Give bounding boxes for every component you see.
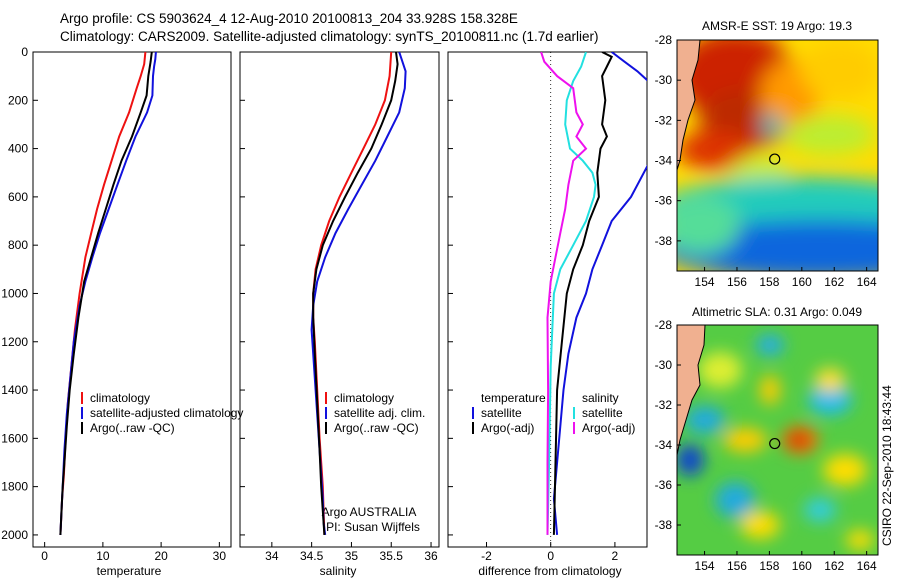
salinity-axis-label: salinity — [320, 564, 357, 578]
argo-position-marker — [769, 437, 781, 450]
legend-label-sal-satellite: satellite — [582, 406, 623, 420]
temperature-x-tick-label: 10 — [96, 549, 110, 563]
difference-legend-salinity: salinity satellite Argo(-adj) — [573, 391, 635, 435]
legend-heading-salinity: salinity — [582, 391, 619, 405]
difference-panel — [447, 51, 648, 548]
difference-series-line — [540, 52, 588, 535]
sla-map-y-tick-label: -30 — [655, 358, 673, 372]
sst-map-y-tick-label: -32 — [655, 113, 673, 127]
temperature-y-tick-label: 800 — [8, 238, 28, 252]
sla-map-y-tick-label: -38 — [655, 518, 673, 532]
sst-map-x-tick-label: 162 — [824, 275, 844, 289]
salinity-series-line — [312, 52, 393, 535]
sla-map-x-tick-label: 160 — [792, 559, 812, 573]
legend-label-climatology: climatology — [334, 391, 394, 405]
argo-annotation-line2: PI: Susan Wijffels — [326, 520, 420, 534]
temperature-y-tick-label: 600 — [8, 190, 28, 204]
difference-x-tick-label: -2 — [481, 549, 492, 563]
difference-series-group — [540, 52, 647, 535]
salinity-x-tick-label: 36 — [424, 549, 438, 563]
sla-map-y-tick-label: -28 — [655, 318, 673, 332]
sla-map-y-tick-label: -32 — [655, 398, 673, 412]
sla-map-x-tick-label: 156 — [727, 559, 747, 573]
salinity-panel — [239, 51, 440, 548]
sst-map-x-tick-label: 158 — [759, 275, 779, 289]
temperature-y-tick-label: 200 — [8, 93, 28, 107]
coastline — [677, 40, 701, 171]
temperature-series-line — [59, 52, 147, 535]
legend-label-sal-argo: Argo(-adj) — [582, 421, 635, 435]
sla-map-x-tick-label: 162 — [824, 559, 844, 573]
salinity-x-tick-label: 35.5 — [380, 549, 404, 563]
sla-map-y-tick-label: -34 — [655, 438, 673, 452]
sla-map-x-tick-label: 158 — [759, 559, 779, 573]
difference-legend-temperature: temperature satellite Argo(-adj) — [472, 391, 546, 435]
legend-label-argo: Argo(..raw -QC) — [334, 421, 419, 435]
temperature-y-tick-label: 1800 — [1, 480, 28, 494]
coastline — [677, 325, 706, 456]
sla-map-title: Altimetric SLA: 0.31 Argo: 0.049 — [692, 305, 862, 319]
temperature-x-tick-label: 0 — [41, 549, 48, 563]
salinity-x-tick-label: 35 — [345, 549, 359, 563]
legend-label-temp-satellite: satellite — [481, 406, 522, 420]
sst-map-y-tick-label: -28 — [655, 33, 673, 47]
legend-label-temp-argo: Argo(-adj) — [481, 421, 534, 435]
salinity-x-tick-label: 34 — [265, 549, 279, 563]
argo-position-marker — [769, 153, 781, 165]
figure-title: Argo profile: CS 5903624_4 12-Aug-2010 2… — [60, 11, 518, 26]
temperature-y-tick-label: 0 — [21, 45, 28, 59]
sst-map-x-tick-label: 164 — [857, 275, 877, 289]
sla-field — [677, 325, 878, 555]
sst-map-title: AMSR-E SST: 19 Argo: 19.3 — [702, 19, 852, 33]
temperature-y-tick-label: 400 — [8, 142, 28, 156]
salinity-legend: climatology satellite adj. clim. Argo(..… — [325, 391, 425, 435]
temperature-legend: climatology satellite-adjusted climatolo… — [81, 391, 243, 435]
legend-label-climatology: climatology — [90, 391, 150, 405]
temperature-series-line — [59, 52, 157, 535]
sst-map-x-tick-label: 156 — [727, 275, 747, 289]
sst-map-y-tick-label: -34 — [655, 154, 673, 168]
temperature-y-tick-label: 2000 — [1, 528, 28, 542]
temperature-panel — [32, 51, 232, 548]
sla-map-x-tick-label: 154 — [695, 559, 715, 573]
temperature-x-tick-label: 20 — [154, 549, 168, 563]
salinity-series-line — [312, 52, 399, 535]
legend-label-satellite: satellite-adjusted climatology — [90, 406, 243, 420]
difference-series-line — [552, 52, 647, 535]
legend-label-satellite: satellite adj. clim. — [334, 406, 425, 420]
figure-subtitle: Climatology: CARS2009. Satellite-adjuste… — [60, 29, 599, 44]
difference-series-line — [552, 52, 614, 535]
sst-map-x-tick-label: 160 — [792, 275, 812, 289]
salinity-series-group — [310, 52, 407, 536]
temperature-axis-label: temperature — [97, 564, 162, 578]
difference-x-tick-label: 0 — [547, 549, 554, 563]
sst-map — [676, 39, 879, 272]
sst-map-y-tick-label: -36 — [655, 194, 673, 208]
difference-x-tick-label: 2 — [612, 549, 619, 563]
temperature-series-group — [59, 52, 157, 535]
sla-map-x-tick-label: 164 — [857, 559, 877, 573]
temperature-y-tick-label: 1200 — [1, 335, 28, 349]
salinity-series-line — [310, 52, 407, 536]
sst-map-y-tick-label: -30 — [655, 73, 673, 87]
sst-map-x-tick-label: 154 — [695, 275, 715, 289]
temperature-y-tick-label: 1400 — [1, 383, 28, 397]
salinity-x-tick-label: 34.5 — [300, 549, 324, 563]
sla-map — [676, 324, 879, 556]
sst-map-frame — [676, 39, 879, 272]
temperature-x-tick-label: 30 — [213, 549, 227, 563]
argo-annotation-line1: Argo AUSTRALIA — [322, 505, 417, 519]
legend-label-argo: Argo(..raw -QC) — [90, 421, 175, 435]
difference-series-line — [546, 52, 597, 535]
sst-map-y-tick-label: -38 — [655, 234, 673, 248]
temperature-y-tick-label: 1600 — [1, 431, 28, 445]
temperature-y-tick-label: 1000 — [1, 286, 28, 300]
sla-map-y-tick-label: -36 — [655, 478, 673, 492]
temperature-series-line — [59, 52, 153, 535]
difference-axis-label: difference from climatology — [478, 564, 621, 578]
sla-map-frame — [676, 324, 879, 556]
legend-heading-temperature: temperature — [481, 391, 546, 405]
